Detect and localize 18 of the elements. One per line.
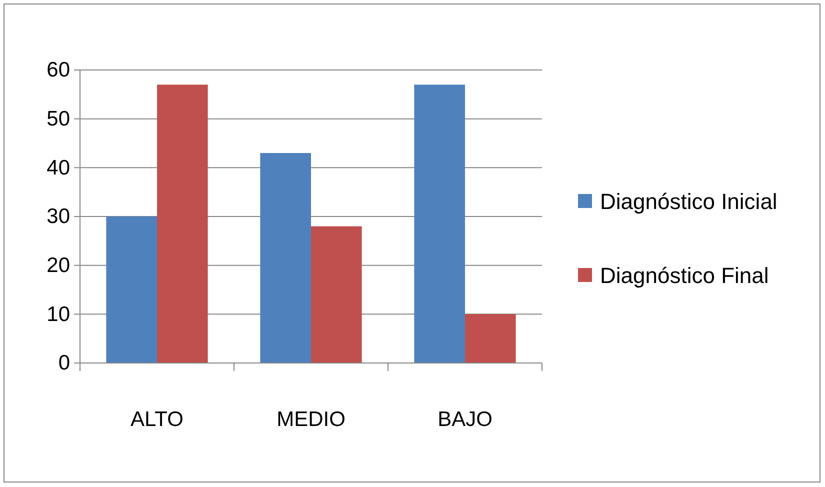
x-tick-label: ALTO <box>130 408 184 431</box>
x-tick-label: BAJO <box>438 408 492 431</box>
bar <box>260 153 311 363</box>
legend-label: Diagnóstico Final <box>600 263 769 288</box>
bar <box>465 314 516 363</box>
y-tick-label: 10 <box>46 302 70 326</box>
bar <box>157 84 208 363</box>
legend-label: Diagnóstico Inicial <box>600 189 778 214</box>
y-tick-label: 60 <box>46 58 70 82</box>
y-tick-label: 0 <box>58 352 70 375</box>
bar <box>414 84 465 363</box>
x-tick-label: MEDIO <box>276 408 346 431</box>
bar <box>311 226 362 363</box>
y-tick-label: 50 <box>46 108 70 131</box>
bar <box>106 216 157 363</box>
y-tick-label: 40 <box>46 156 70 180</box>
y-tick-label: 30 <box>46 205 70 228</box>
y-tick-label: 20 <box>46 254 70 278</box>
